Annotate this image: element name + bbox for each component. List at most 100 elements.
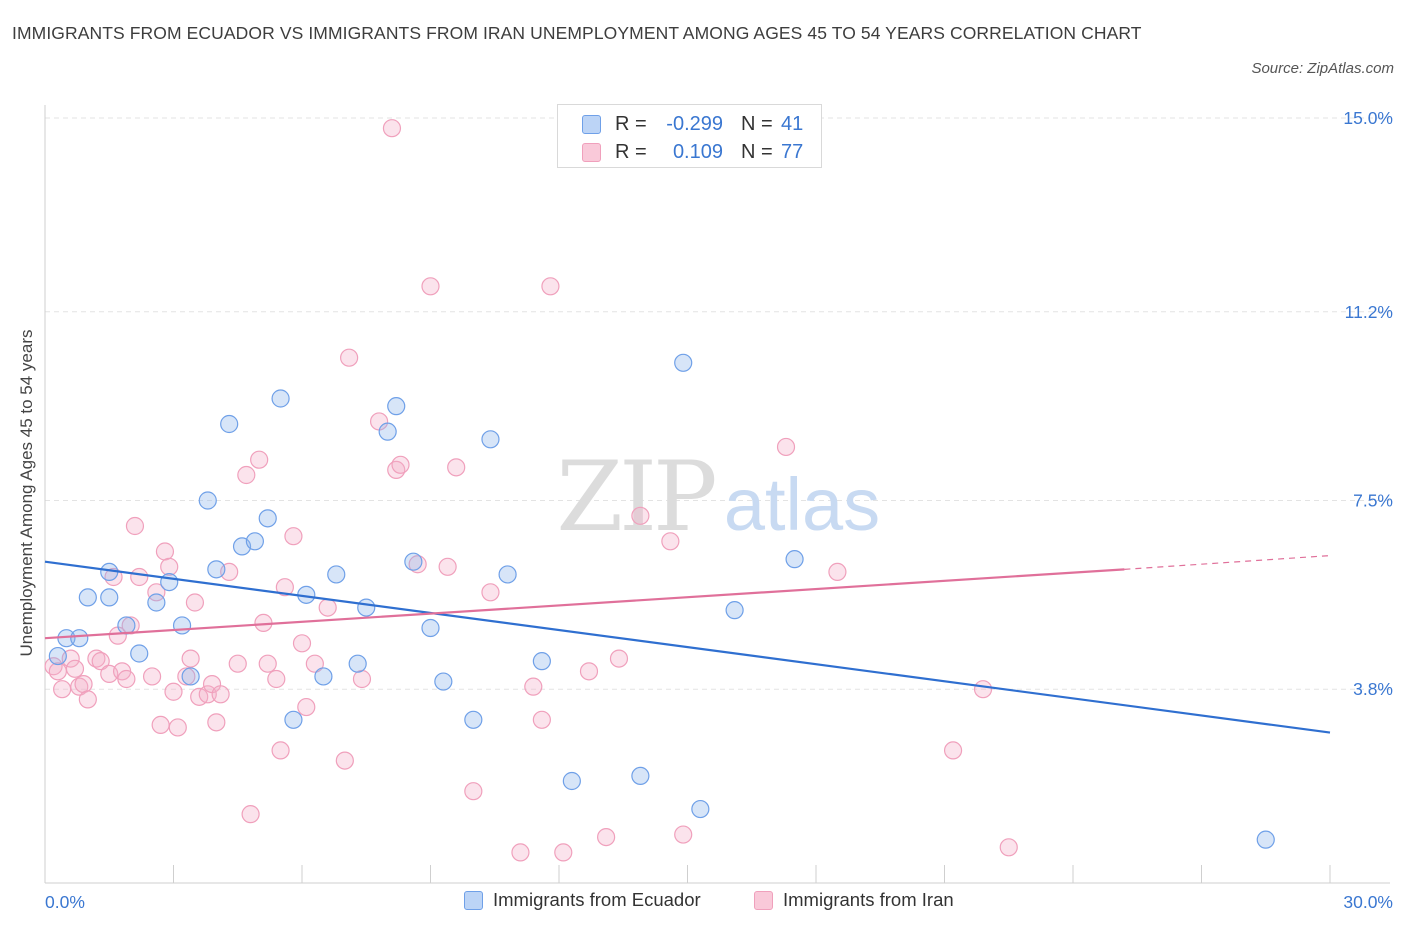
iran-point: [207, 713, 226, 732]
iran-point: [776, 437, 796, 457]
iran-point: [147, 583, 166, 602]
watermark-atlas: atlas: [724, 463, 880, 546]
iran-point: [481, 583, 500, 602]
iran-point: [631, 506, 650, 525]
ecuador-point: [404, 552, 423, 571]
iran-point: [121, 616, 140, 635]
iran-point: [91, 652, 110, 671]
ecuador-point: [181, 667, 200, 686]
iran-point: [597, 827, 616, 847]
legend-row-iran: R = 0.109 N = 77: [582, 139, 803, 165]
iran-point: [524, 677, 543, 696]
ecuador-trend-line: [44, 560, 1331, 734]
bottom-legend-swatch-iran: [754, 890, 773, 910]
iran-point: [447, 458, 466, 477]
iran-point: [609, 649, 629, 668]
iran-point: [554, 843, 573, 862]
ecuador-point: [691, 799, 710, 819]
iran-point: [511, 843, 530, 862]
iran-point: [674, 825, 693, 844]
legend-swatch-iran: [582, 142, 601, 162]
iran-point: [391, 455, 410, 474]
ecuador-point: [48, 646, 67, 666]
ecuador-point: [387, 397, 406, 416]
ecuador-point: [498, 565, 517, 584]
iran-point: [185, 593, 205, 612]
iran-trend-extension: [1124, 554, 1331, 570]
ecuador-point: [434, 672, 453, 691]
iran-point: [297, 697, 316, 717]
ecuador-point: [198, 491, 217, 510]
x-tick-label: 30.0%: [1343, 892, 1393, 912]
ecuador-point: [314, 667, 333, 686]
legend-n-value: 77: [781, 140, 804, 163]
ecuador-point: [245, 532, 264, 551]
iran-point: [164, 682, 183, 701]
iran-point: [241, 805, 260, 824]
x-tick-label: 0.0%: [45, 892, 85, 912]
iran-point: [177, 667, 196, 686]
iran-point: [532, 710, 551, 729]
iran-point: [438, 557, 457, 576]
y-tick-label: 7.5%: [1353, 491, 1393, 511]
iran-point: [661, 532, 680, 551]
ecuador-point: [348, 654, 367, 673]
legend-row-ecuador: R = -0.299 N = 41: [582, 111, 803, 137]
ecuador-point: [481, 430, 500, 449]
legend-r-value: 0.109: [672, 140, 723, 163]
legend-r-value: -0.299: [666, 112, 723, 135]
ecuador-point: [78, 588, 97, 607]
ecuador-point: [70, 629, 89, 648]
y-axis-label: Unemployment Among Ages 45 to 54 years: [17, 329, 36, 657]
iran-point: [271, 741, 290, 760]
iran-point: [250, 450, 269, 469]
legend-swatch-ecuador: [582, 114, 601, 134]
ecuador-point: [785, 550, 804, 569]
axes: [44, 105, 1390, 884]
y-tick-label: 15.0%: [1343, 108, 1393, 128]
watermark-zip: ZIP: [556, 441, 715, 553]
ecuador-point: [464, 710, 483, 729]
ecuador-point: [117, 616, 136, 635]
iran-point: [237, 465, 256, 485]
bottom-legend-label: Immigrants from Ecuador: [493, 889, 701, 910]
iran-point: [78, 690, 97, 709]
bottom-legend-ecuador: Immigrants from Ecuador: [464, 889, 701, 911]
iran-point: [943, 741, 963, 760]
iran-point: [999, 838, 1018, 857]
iran-point: [198, 685, 217, 704]
iran-point: [211, 685, 230, 704]
ecuador-point: [271, 389, 290, 408]
ecuador-point: [258, 509, 277, 528]
ecuador-points: [48, 353, 1275, 849]
iran-point: [53, 680, 72, 699]
iran-point: [130, 567, 149, 587]
ecuador-point: [421, 618, 440, 638]
ecuador-point: [284, 710, 303, 729]
iran-point: [228, 654, 247, 673]
ecuador-point: [130, 644, 149, 663]
iran-point: [335, 751, 354, 770]
chart-title: IMMIGRANTS FROM ECUADOR VS IMMIGRANTS FR…: [12, 23, 1142, 43]
legend-n-label: N =: [741, 112, 773, 135]
gridlines: [45, 117, 1390, 690]
legend-n-value: 41: [781, 112, 804, 135]
ecuador-point: [1256, 830, 1275, 849]
bottom-legend-swatch-ecuador: [464, 890, 483, 910]
watermark: ZIP atlas: [556, 441, 880, 553]
iran-point: [151, 715, 170, 735]
source-label: Source: ZipAtlas.com: [1251, 60, 1394, 77]
iran-trend-line: [44, 568, 1125, 640]
iran-point: [352, 669, 372, 689]
ecuador-point: [725, 601, 744, 620]
iran-point: [541, 277, 560, 296]
ecuador-point: [220, 414, 239, 434]
iran-point: [284, 527, 303, 546]
iran-point: [155, 542, 175, 561]
iran-point: [292, 634, 312, 653]
iran-point: [382, 119, 402, 138]
ecuador-point: [147, 593, 166, 612]
ecuador-point: [327, 565, 346, 584]
ecuador-point: [532, 652, 551, 671]
